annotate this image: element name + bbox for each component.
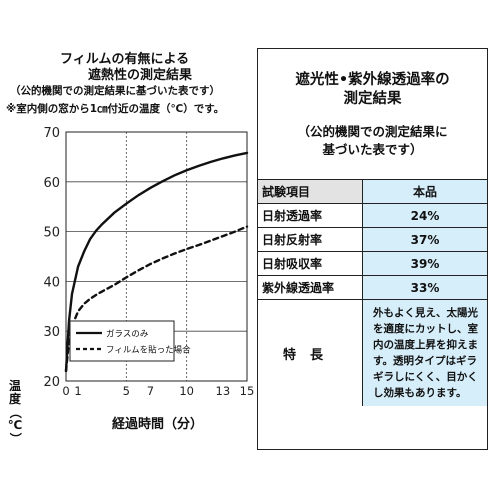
x-tick-label: 10 [179,384,194,398]
x-tick-label: 5 [123,384,130,398]
legend-label: ガラスのみ [106,329,149,340]
panel-title: 遮光性•紫外線透過率の 測定結果 [258,71,487,109]
row-key: 日射反射率 [258,227,363,252]
y-tick-label: 40 [43,275,60,290]
x-tick-label: 7 [147,384,154,398]
y-tick-label: 70 [43,126,60,141]
feature-row: 特長 外もよく見え、太陽光を適度にカットし、室内の温度上昇を抑えます。透明タイプ… [258,299,487,406]
feature-text: 外もよく見え、太陽光を適度にカットし、室内の温度上昇を抑えます。透明タイプはギラ… [373,307,478,399]
table-row: 日射反射率 37% [258,227,487,252]
y-tick-label: 20 [43,375,60,390]
panel-note-line2: 基づいた表です） [322,142,423,157]
row-key: 日射透過率 [258,203,363,228]
row-value: 24% [362,203,487,228]
y-axis-label-char: ℃ [7,418,23,432]
y-axis-label: 温度（℃） [4,380,26,445]
legend-label: フィルムを貼った場合 [106,345,191,356]
y-tick-label: 60 [43,176,60,191]
panel-title-line1: 遮光性•紫外線透過率の [295,72,450,88]
plot-frame [65,131,248,382]
y-axis-label-char: ） [8,432,23,445]
chart-subtitle: （公的機関での測定結果に基づいた表です） [10,85,220,97]
chart-note: ※室内側の窓から1㎝付近の温度（℃）です。 [6,103,225,115]
x-tick-label: 13 [216,384,231,398]
panel-note-line1: （公的機関での測定結果に [297,124,448,139]
table-row: 紫外線透過率 33% [258,275,487,300]
measurement-panel: 遮光性•紫外線透過率の 測定結果 （公的機関での測定結果に 基づいた表です） 試… [257,48,488,450]
row-value: 37% [362,227,487,252]
panel-title-line2: 測定結果 [343,91,402,107]
y-tick-label: 50 [43,226,60,241]
series-line-2 [64,225,249,373]
x-tick-label: 0 [62,384,69,398]
chart-title-line1: フィルムの有無による [60,52,190,67]
row-value: 33% [362,275,487,300]
legend-box [69,320,175,362]
chart-title-line2: 遮熱性の測定結果 [88,68,193,83]
series-line-1 [64,151,249,373]
row-key: 日射吸収率 [258,251,363,276]
row-key: 紫外線透過率 [258,275,363,300]
y-axis-label-char: 度 [8,392,21,406]
y-axis-label-char: 温 [8,379,21,393]
y-axis-label-char: （ [8,406,23,419]
feature-key: 特長 [258,299,363,406]
header-key: 試験項目 [258,179,363,204]
x-tick-label: 1 [74,384,81,398]
row-value: 39% [362,251,487,276]
table-row: 日射吸収率 39% [258,251,487,276]
y-tick-label: 30 [43,325,60,340]
header-value: 本品 [362,179,487,204]
results-table: 試験項目 本品 日射透過率 24% 日射反射率 37% 日射吸収率 39% 紫外… [258,179,487,406]
x-tick-label: 15 [240,384,255,398]
feature-cell: 外もよく見え、太陽光を適度にカットし、室内の温度上昇を抑えます。透明タイプはギラ… [362,299,487,406]
table-header-row: 試験項目 本品 [258,179,487,204]
panel-note: （公的機関での測定結果に 基づいた表です） [258,123,487,159]
x-axis-label: 経過時間（分） [112,417,204,432]
table-row: 日射透過率 24% [258,203,487,228]
